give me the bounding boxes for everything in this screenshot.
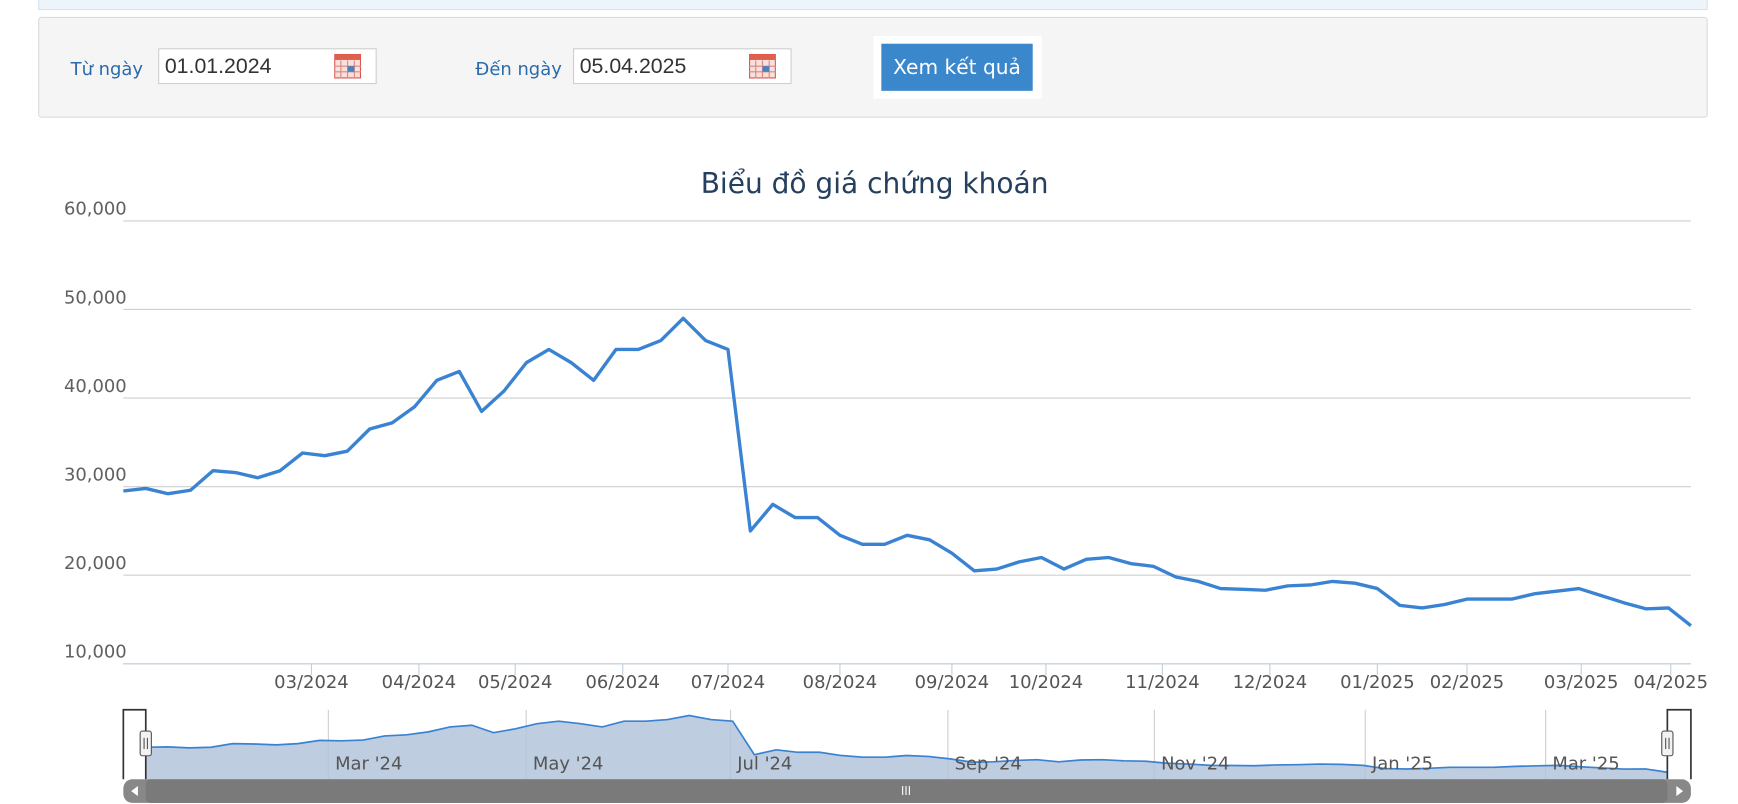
y-tick-label: 30,000 [64,464,127,485]
from-label: Từ ngày [70,58,144,80]
navigator-label: Mar '25 [1552,754,1619,775]
x-tick-label: 07/2024 [691,672,766,693]
x-tick-label: 02/2025 [1430,672,1505,693]
y-tick-label: 20,000 [64,553,127,574]
y-tick-label: 40,000 [64,376,127,397]
y-tick-label: 10,000 [64,642,127,663]
x-tick-label: 10/2024 [1009,672,1084,693]
y-tick-label: 50,000 [64,287,127,308]
navigator-label: May '24 [533,754,604,775]
navigator-handle[interactable] [139,730,152,757]
x-tick-label: 11/2024 [1125,672,1200,693]
navigator-label: Nov '24 [1161,754,1229,775]
button-wrap: Xem kết quả [873,35,1042,99]
y-tick-label: 60,000 [64,199,127,220]
x-tick-label: 06/2024 [585,672,660,693]
scroll-left-arrow[interactable] [131,786,138,797]
scroll-right-arrow[interactable] [1676,786,1684,797]
to-input[interactable]: 05.04.2025 [572,48,792,85]
from-input[interactable]: 01.01.2024 [158,48,377,85]
calendar-icon[interactable] [749,53,776,79]
navigator-label: Mar '24 [335,754,402,775]
navigator-label: Jan '25 [1371,754,1433,775]
navigator-label: Sep '24 [955,754,1022,775]
x-tick-label: 01/2025 [1340,672,1415,693]
chart: Biểu đồ giá chứng khoán 10,000 20,000 30,0… [64,167,1708,803]
x-tick-label: 09/2024 [915,672,990,693]
price-line [123,316,1692,627]
chart-title: Biểu đồ giá chứng khoán [701,167,1049,200]
x-tick-label: 04/2025 [1633,672,1708,693]
x-tick-label: 08/2024 [803,672,878,693]
x-tick-label: 12/2024 [1233,672,1308,693]
submit-button[interactable]: Xem kết quả [881,43,1033,91]
navigator-line [145,714,1668,774]
x-tick-label: 03/2024 [274,672,349,693]
x-tick-label: 04/2024 [382,672,457,693]
top-strip [38,0,1708,11]
calendar-icon[interactable] [334,53,362,79]
to-value: 05.04.2025 [579,54,687,79]
to-label: Đến ngày [475,58,562,80]
navigator-area [145,715,1668,780]
from-value: 01.01.2024 [164,54,272,79]
x-tick-label: 03/2025 [1544,672,1619,693]
navigator-handle[interactable] [1661,730,1674,757]
date-form: Từ ngày 01.01.2024 Đến ngày 05.04.2025 X… [38,16,1708,118]
x-tick-label: 05/2024 [478,672,553,693]
navigator-label: Jul '24 [736,754,792,775]
